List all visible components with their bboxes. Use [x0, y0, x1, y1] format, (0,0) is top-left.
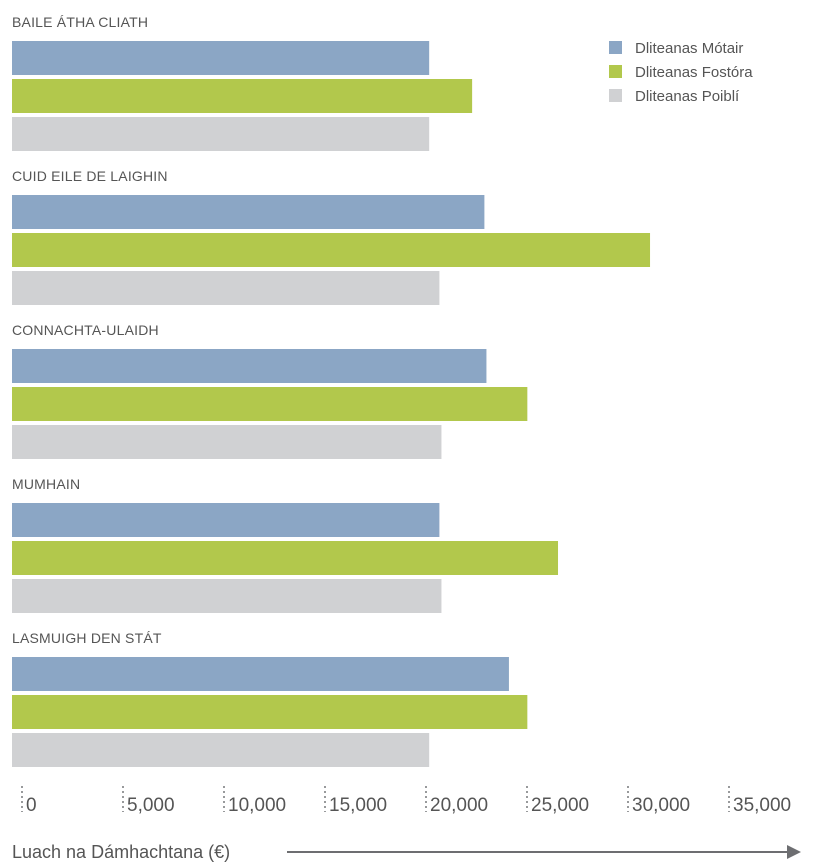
- x-tick: 10,000: [223, 786, 286, 816]
- bar-group: LASMUIGH DEN STÁT: [12, 630, 528, 767]
- x-tick: 5,000: [122, 786, 175, 816]
- bar: [12, 117, 430, 151]
- legend: Dliteanas Mótair Dliteanas Fostóra Dlitean…: [609, 40, 753, 105]
- legend-item: Dliteanas Mótair: [609, 40, 743, 57]
- bar-group: MUMHAIN: [12, 476, 559, 613]
- category-label: BAILE ÁTHA CLIATH: [12, 14, 148, 30]
- category-label: CUID EILE DE LAIGHIN: [12, 168, 168, 184]
- x-tick-label: 20,000: [430, 795, 488, 816]
- bar: [12, 233, 651, 267]
- x-tick-label: 35,000: [733, 795, 791, 816]
- bar: [12, 195, 485, 229]
- x-tick-label: 25,000: [531, 795, 589, 816]
- category-label: MUMHAIN: [12, 476, 80, 492]
- x-axis-arrow-head-icon: [787, 845, 801, 859]
- x-tick: 20,000: [425, 786, 488, 816]
- x-tick: 35,000: [728, 786, 791, 816]
- legend-swatch: [609, 89, 622, 102]
- category-label: LASMUIGH DEN STÁT: [12, 630, 162, 646]
- category-label: CONNACHTA-ULAIDH: [12, 322, 159, 338]
- x-axis: Luach na Dámhachtana (€): [12, 842, 801, 862]
- bar: [12, 657, 509, 691]
- x-tick-label: 15,000: [329, 795, 387, 816]
- x-tick-label: 5,000: [127, 795, 175, 816]
- x-tick-label: 10,000: [228, 795, 286, 816]
- x-axis-ticks: 0 5,000 10,000 15,000 20,000 25,000 30,000 35,0…: [21, 786, 791, 816]
- x-tick-label: 30,000: [632, 795, 690, 816]
- legend-item: Dliteanas Poiblí: [609, 88, 740, 105]
- legend-item: Dliteanas Fostóra: [609, 64, 753, 81]
- bar: [12, 425, 442, 459]
- x-tick-label: 0: [26, 795, 37, 816]
- bar: [12, 733, 430, 767]
- bar: [12, 79, 473, 113]
- bar: [12, 579, 442, 613]
- legend-swatch: [609, 65, 622, 78]
- bar: [12, 541, 559, 575]
- legend-label: Dliteanas Mótair: [635, 40, 743, 57]
- x-tick: 15,000: [324, 786, 387, 816]
- bar: [12, 271, 440, 305]
- bar: [12, 695, 528, 729]
- x-tick: 30,000: [627, 786, 690, 816]
- bar-groups: BAILE ÁTHA CLIATH CUID EILE DE LAIGHIN CON…: [12, 14, 651, 767]
- bar: [12, 41, 430, 75]
- bar-group: BAILE ÁTHA CLIATH: [12, 14, 473, 151]
- x-tick: 25,000: [526, 786, 589, 816]
- legend-label: Dliteanas Poiblí: [635, 88, 740, 105]
- legend-swatch: [609, 41, 622, 54]
- x-tick: 0: [21, 786, 37, 816]
- bar-group: CONNACHTA-ULAIDH: [12, 322, 528, 459]
- bar: [12, 387, 528, 421]
- bar-group: CUID EILE DE LAIGHIN: [12, 168, 651, 305]
- bar: [12, 349, 487, 383]
- legend-label: Dliteanas Fostóra: [635, 64, 753, 81]
- x-axis-title: Luach na Dámhachtana (€): [12, 842, 230, 862]
- bar: [12, 503, 440, 537]
